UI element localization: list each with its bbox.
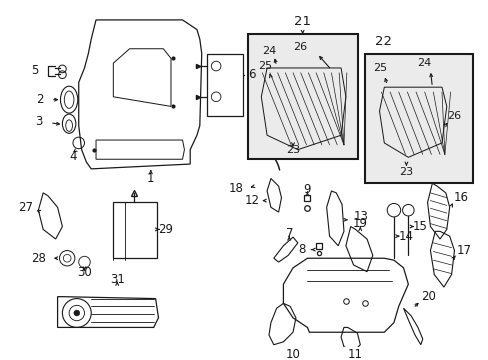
Text: 4: 4 [69,150,77,163]
Text: 23: 23 [399,167,413,177]
Bar [365,54,472,183]
Text: 28: 28 [31,252,46,265]
Text: 6: 6 [247,68,255,81]
Text: 27: 27 [19,201,34,214]
Text: 19: 19 [352,217,367,230]
Text: 10: 10 [285,348,300,360]
Text: 1: 1 [147,172,154,185]
Text: 16: 16 [452,191,468,204]
Text: 23: 23 [285,145,300,155]
Text: 15: 15 [412,220,427,233]
Text: 24: 24 [262,46,276,56]
Text: 22: 22 [374,35,391,48]
Bar [206,54,243,116]
Text: 20: 20 [420,290,435,303]
Text: 3: 3 [35,115,42,128]
Text: 2: 2 [36,93,43,106]
Bar [113,202,156,258]
Text: 5: 5 [31,64,38,77]
Text: 24: 24 [416,58,430,68]
Text: 31: 31 [109,273,124,286]
Circle shape [74,310,80,316]
Text: 9: 9 [303,183,310,195]
Text: 18: 18 [228,181,243,195]
Text: 21: 21 [294,15,310,28]
Text: 26: 26 [292,42,306,52]
Text: 30: 30 [77,266,92,279]
Text: 8: 8 [298,243,305,256]
Text: 29: 29 [158,223,173,236]
Text: 12: 12 [244,194,259,207]
Text: 25: 25 [372,63,386,73]
Text: 7: 7 [286,227,293,240]
Text: 11: 11 [347,348,362,360]
Text: 13: 13 [353,210,367,224]
Text: 26: 26 [446,111,460,121]
Text: 17: 17 [455,244,470,257]
Bar [247,34,358,159]
Text: 14: 14 [398,230,413,243]
Text: 25: 25 [258,61,272,71]
